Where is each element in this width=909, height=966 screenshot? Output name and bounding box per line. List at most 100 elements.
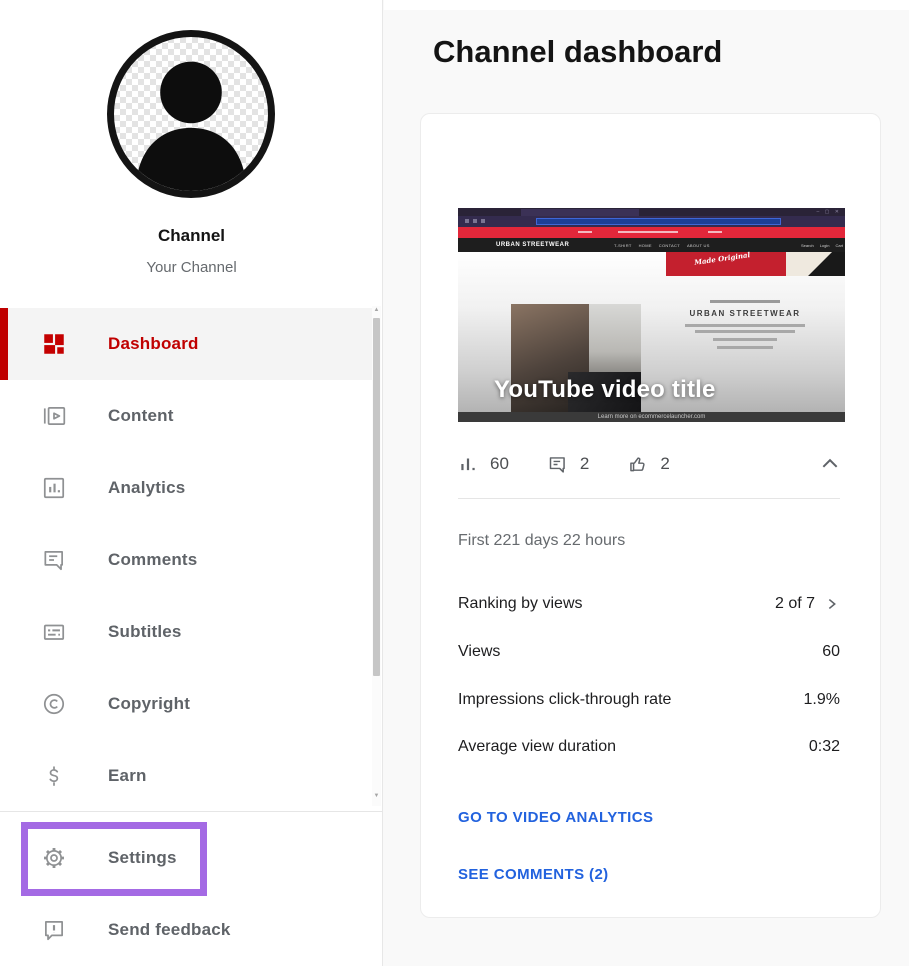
collage-photo-woman: [589, 304, 641, 372]
views-count: 60: [490, 454, 509, 473]
metric-value: 0:32: [808, 738, 840, 755]
sidebar-scrollbar[interactable]: ▲ ▼: [372, 306, 381, 806]
video-thumbnail[interactable]: – ▢ ✕ URBAN STREETWEAR T-SHIRT HOME: [458, 208, 845, 422]
person-silhouette-icon: [135, 61, 247, 191]
main-content: Channel dashboard Latest video performan…: [384, 0, 909, 966]
site-page-body: Made Original URBAN STREETWEAR: [458, 250, 845, 412]
feedback-icon: [40, 917, 67, 944]
sidebar-item-label: Subtitles: [108, 622, 182, 641]
nav-item: T-SHIRT: [614, 243, 632, 248]
metric-row-ranking[interactable]: Ranking by views 2 of 7: [458, 589, 840, 619]
chevron-right-icon[interactable]: [824, 596, 840, 612]
browser-tab: [521, 209, 639, 216]
text-line: [713, 338, 777, 341]
sidebar-item-analytics[interactable]: Analytics: [0, 452, 372, 524]
metric-row-duration: Average view duration 0:32: [458, 732, 840, 762]
latest-video-card: Latest video performance – ▢ ✕ URBAN: [420, 113, 881, 918]
sidebar-item-send-feedback[interactable]: Send feedback: [0, 894, 383, 966]
sidebar-item-label: Dashboard: [108, 334, 199, 353]
account-item: Search: [801, 243, 814, 248]
go-to-video-analytics-link[interactable]: GO TO VIDEO ANALYTICS: [458, 809, 654, 826]
content-icon: [40, 403, 67, 430]
metric-row-views: Views 60: [458, 637, 840, 667]
metric-row-ctr: Impressions click-through rate 1.9%: [458, 685, 840, 715]
see-comments-link[interactable]: SEE COMMENTS (2): [458, 866, 609, 883]
metric-label: Average view duration: [458, 738, 617, 755]
video-stats-row: 60 2: [458, 449, 840, 479]
sidebar-item-dashboard[interactable]: Dashboard: [0, 308, 372, 380]
scroll-up-arrow[interactable]: ▲: [373, 307, 380, 313]
sidebar-item-copyright[interactable]: Copyright: [0, 668, 372, 740]
sidebar-menu: Dashboard Content: [0, 308, 372, 812]
sidebar-footer: Settings Send feedback: [0, 822, 383, 966]
metric-value: 60: [822, 643, 840, 660]
text-line: [710, 300, 780, 303]
sidebar-item-label: Copyright: [108, 694, 191, 713]
comments-icon: [547, 454, 568, 475]
subtitles-icon: [40, 619, 67, 646]
account-item: Cart: [835, 243, 844, 248]
sidebar-item-subtitles[interactable]: Subtitles: [0, 596, 372, 668]
sidebar-item-label: Settings: [108, 848, 177, 867]
nav-item: CONTACT: [658, 243, 680, 248]
metric-value: 1.9%: [803, 691, 840, 708]
sidebar-item-earn[interactable]: Earn: [0, 740, 372, 812]
earn-icon: [40, 763, 67, 790]
sidebar-item-label: Analytics: [108, 478, 186, 497]
metric-label: Ranking by views: [458, 595, 583, 612]
top-strip: [384, 0, 909, 10]
page-title: Channel dashboard: [433, 34, 723, 69]
browser-url-bar: [458, 216, 845, 227]
copyright-icon: [40, 691, 67, 718]
chevron-up-icon[interactable]: [820, 454, 840, 474]
hero-text-block: URBAN STREETWEAR: [670, 300, 820, 352]
card-divider: [458, 498, 840, 499]
comments-count: 2: [579, 454, 590, 473]
browser-nav-buttons: [465, 219, 485, 223]
metric-value-text: 2 of 7: [774, 595, 815, 612]
site-nav-links: T-SHIRT HOME CONTACT ABOUT US: [614, 243, 710, 248]
product-image-red-hoodie: Made Original: [666, 250, 786, 276]
scrollbar-thumb[interactable]: [373, 318, 380, 676]
collage-photo-dark: [568, 372, 641, 412]
sidebar-item-label: Content: [108, 406, 174, 425]
metric-label: Impressions click-through rate: [458, 691, 672, 708]
sidebar-item-label: Comments: [108, 550, 198, 569]
announcement-bar: [458, 227, 845, 238]
sidebar-item-content[interactable]: Content: [0, 380, 372, 452]
dashboard-icon: [40, 331, 67, 358]
text-line: [695, 330, 795, 333]
gear-icon: [40, 845, 67, 872]
scroll-down-arrow[interactable]: ▼: [373, 793, 380, 799]
text-line: [717, 346, 773, 349]
channel-subtitle: Your Channel: [146, 259, 237, 276]
sidebar-item-settings[interactable]: Settings: [0, 822, 383, 894]
browser-tab-bar: – ▢ ✕: [458, 208, 845, 216]
nav-item: HOME: [638, 243, 652, 248]
sidebar-divider: [0, 811, 383, 812]
hero-title: URBAN STREETWEAR: [689, 309, 801, 318]
site-account-links: Search Login Cart: [801, 243, 845, 248]
likes-count: 2: [660, 454, 670, 473]
product-image-model: [786, 252, 845, 276]
channel-name: Channel: [157, 226, 226, 245]
sidebar-item-label: Earn: [108, 766, 147, 785]
url-field: [536, 218, 781, 225]
site-navbar: URBAN STREETWEAR T-SHIRT HOME CONTACT AB…: [458, 238, 845, 252]
account-item: Login: [819, 243, 830, 248]
thumbnail-footer-text: Learn more on ecommercelauncher.com: [458, 412, 845, 422]
analytics-icon: [40, 475, 67, 502]
text-line: [685, 324, 805, 327]
site-logo: URBAN STREETWEAR: [496, 242, 570, 248]
product-text: Made Original: [693, 250, 751, 267]
thumbs-up-icon: [627, 454, 648, 475]
sidebar: Channel Your Channel Dashboard: [0, 0, 383, 966]
views-chart-icon: [458, 454, 478, 474]
channel-avatar[interactable]: [107, 30, 275, 198]
metric-value: 2 of 7: [775, 595, 840, 613]
video-title-overlay: YouTube video title: [494, 376, 716, 403]
nav-item: ABOUT US: [686, 243, 710, 248]
window-controls: – ▢ ✕: [816, 209, 841, 215]
sidebar-item-comments[interactable]: Comments: [0, 524, 372, 596]
